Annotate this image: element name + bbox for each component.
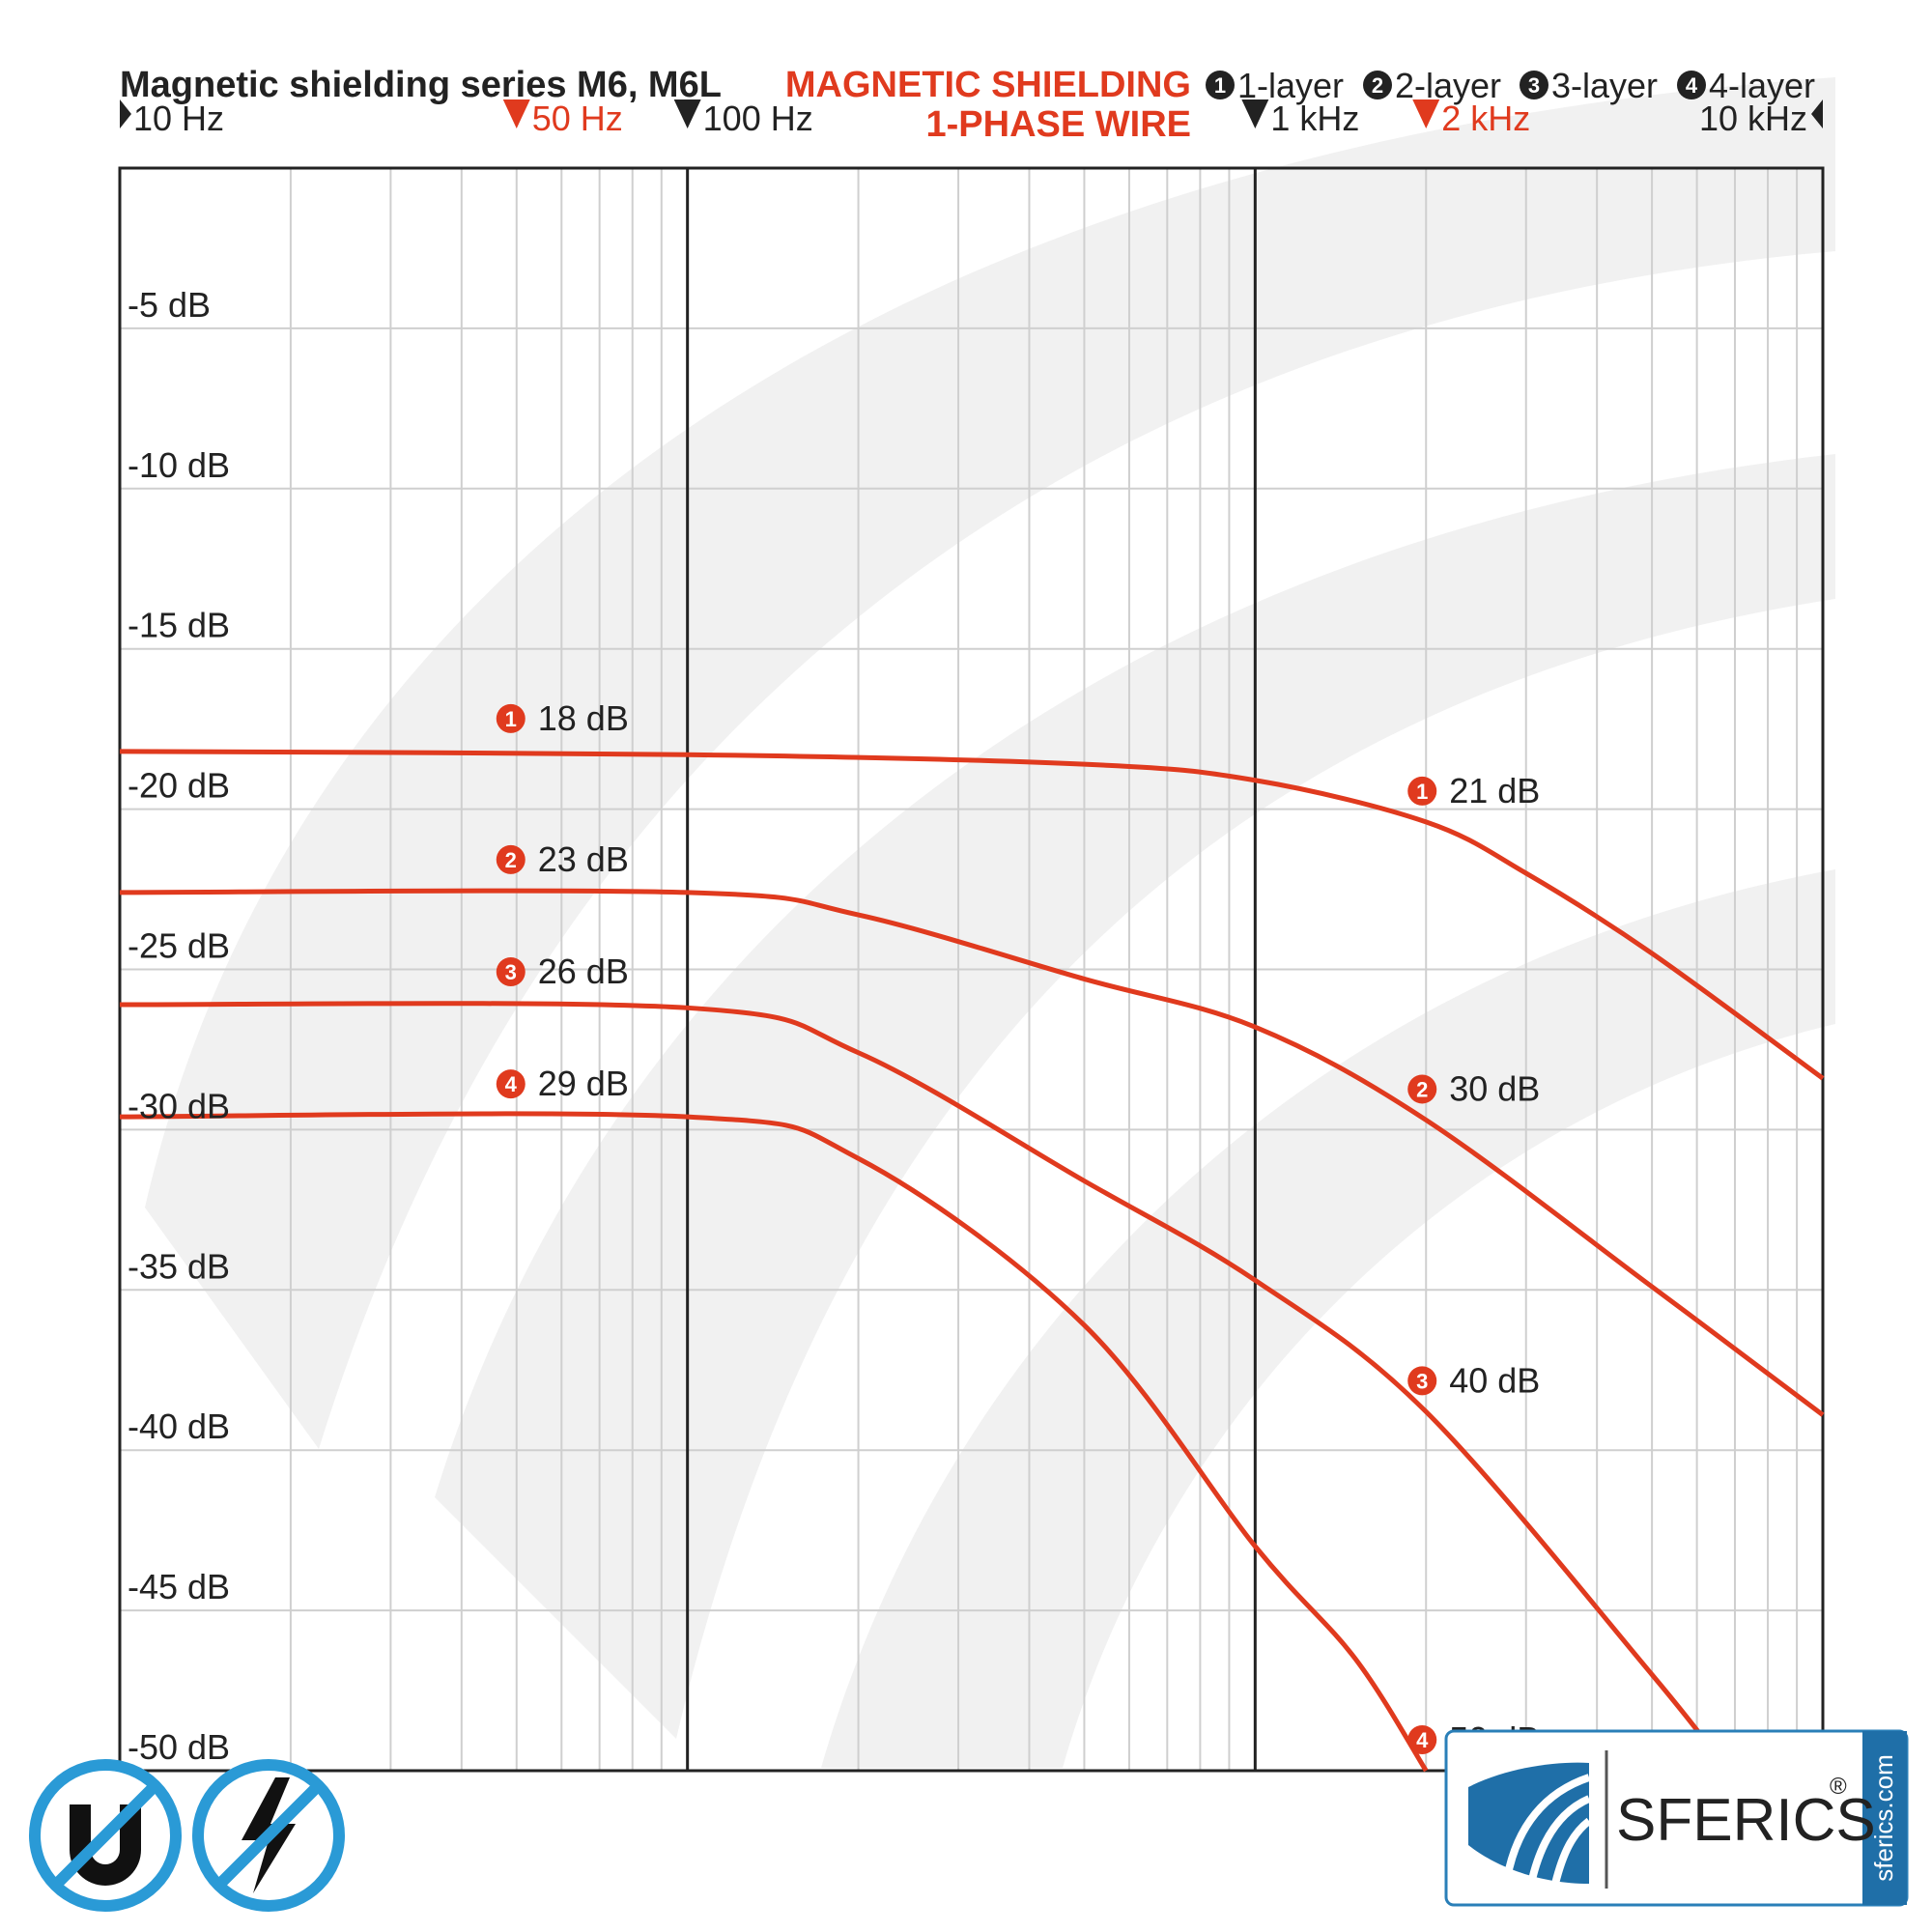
y-tick-label: -10 dB (128, 445, 230, 485)
labels: -5 dB -10 dB -15 dB -20 dB -25 dB -30 dB -35 d… (120, 99, 1823, 1767)
series-marker (496, 844, 526, 874)
series-marker (496, 703, 526, 733)
legend-label: 2-layer (1395, 66, 1501, 105)
watermark-arc (821, 869, 1835, 1768)
y-tick-label: -15 dB (128, 606, 230, 645)
x-tick-mark (120, 99, 131, 128)
y-tick-label: -40 dB (128, 1406, 230, 1446)
logo-name: SFERICS (1616, 1787, 1876, 1854)
x-tick-mark (1241, 99, 1269, 128)
legend-marker (1206, 71, 1235, 99)
series-marker-number: 1 (1416, 780, 1428, 804)
legend-label: 3-layer (1551, 66, 1658, 105)
y-tick-label: -45 dB (128, 1567, 230, 1606)
series-end-label: 40 dB (1449, 1360, 1540, 1400)
x-tick-label: 2 kHz (1441, 99, 1530, 138)
logo-url: sferics.com (1869, 1754, 1898, 1881)
curves (119, 749, 1825, 1773)
series-marker-number: 4 (1416, 1728, 1429, 1752)
icons (29, 1759, 345, 1912)
series-marker (1407, 1074, 1437, 1104)
chart-subtitle: MAGNETIC SHIELDING (785, 65, 1191, 105)
x-tick-label: 1 kHz (1270, 99, 1359, 138)
series-marker (496, 1069, 526, 1099)
legend-marker-number: 2 (1372, 73, 1383, 98)
legend-label: 4-layer (1709, 66, 1815, 105)
chart-subtitle: 1-PHASE WIRE (926, 104, 1191, 145)
series-marker (1407, 776, 1437, 806)
series-marker-number: 2 (1416, 1077, 1428, 1101)
x-tick-mark (673, 99, 701, 128)
series-line (119, 888, 1825, 1417)
legend-marker-number: 3 (1528, 73, 1540, 98)
y-tick-label: -35 dB (128, 1246, 230, 1286)
series-marker (496, 956, 526, 986)
plot-frame (118, 166, 1825, 1773)
series-start-label: 18 dB (538, 698, 629, 738)
series-marker (1407, 1725, 1437, 1754)
legend-marker (1677, 71, 1706, 99)
series-line (119, 1111, 1429, 1773)
series-marker-number: 3 (505, 960, 517, 984)
x-tick-label: 50 Hz (532, 99, 623, 138)
series-end-label: 30 dB (1449, 1068, 1540, 1108)
series-start-label: 23 dB (538, 839, 629, 879)
logo-mark: ® (1830, 1774, 1847, 1800)
strike-line (50, 1780, 160, 1890)
series-start-label: 26 dB (538, 952, 629, 991)
x-tick-mark (1811, 99, 1823, 128)
x-tick-label: 10 kHz (1699, 99, 1807, 138)
y-tick-label: -30 dB (128, 1086, 230, 1125)
watermark-arc (145, 77, 1835, 1449)
y-tick-label: -50 dB (128, 1727, 230, 1767)
y-tick-label: -20 dB (128, 766, 230, 806)
chart-title: Magnetic shielding series M6, M6L (120, 65, 722, 105)
grid (118, 166, 1825, 1773)
legend: 1 1-layer 2 2-layer 3 3-layer 4 4-layer (1206, 66, 1815, 105)
series-marker-number: 4 (505, 1072, 518, 1096)
legend-label: 1-layer (1237, 66, 1344, 105)
x-tick-label: 100 Hz (703, 99, 813, 138)
x-tick-mark (1412, 99, 1440, 128)
legend-marker-number: 1 (1214, 73, 1226, 98)
series-marker-number: 3 (1416, 1369, 1428, 1393)
series-marker-number: 1 (505, 707, 517, 731)
series-marker-number: 2 (505, 848, 517, 872)
legend-marker (1363, 71, 1392, 99)
logo-stripe (1862, 1731, 1907, 1905)
logo-stripes (1503, 1774, 1592, 1885)
series-end-label: 21 dB (1449, 771, 1540, 810)
legend-marker (1520, 71, 1548, 99)
strike-line (213, 1780, 324, 1890)
logo: SFERICS ® sferics.com (1444, 1729, 1909, 1907)
y-tick-label: -25 dB (128, 926, 230, 966)
series-line (119, 749, 1825, 1081)
series-marker (1407, 1366, 1437, 1396)
series-line (119, 1001, 1730, 1773)
y-tick-label: -5 dB (128, 285, 211, 325)
series-start-label: 29 dB (538, 1064, 629, 1103)
x-tick-mark (502, 99, 530, 128)
x-tick-label: 10 Hz (133, 99, 224, 138)
legend-marker-number: 4 (1686, 73, 1698, 98)
